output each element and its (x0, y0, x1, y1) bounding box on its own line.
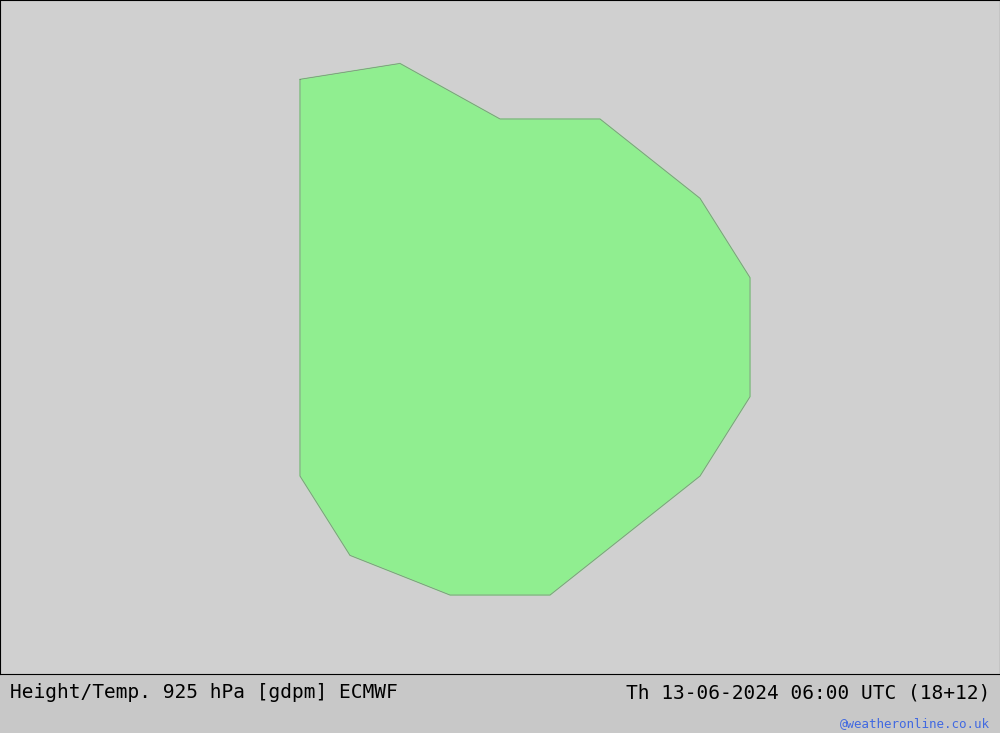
Text: @weatheronline.co.uk: @weatheronline.co.uk (840, 717, 990, 730)
Text: Th 13-06-2024 06:00 UTC (18+12): Th 13-06-2024 06:00 UTC (18+12) (626, 683, 990, 702)
Text: Height/Temp. 925 hPa [gdpm] ECMWF: Height/Temp. 925 hPa [gdpm] ECMWF (10, 683, 398, 702)
Polygon shape (300, 64, 750, 595)
